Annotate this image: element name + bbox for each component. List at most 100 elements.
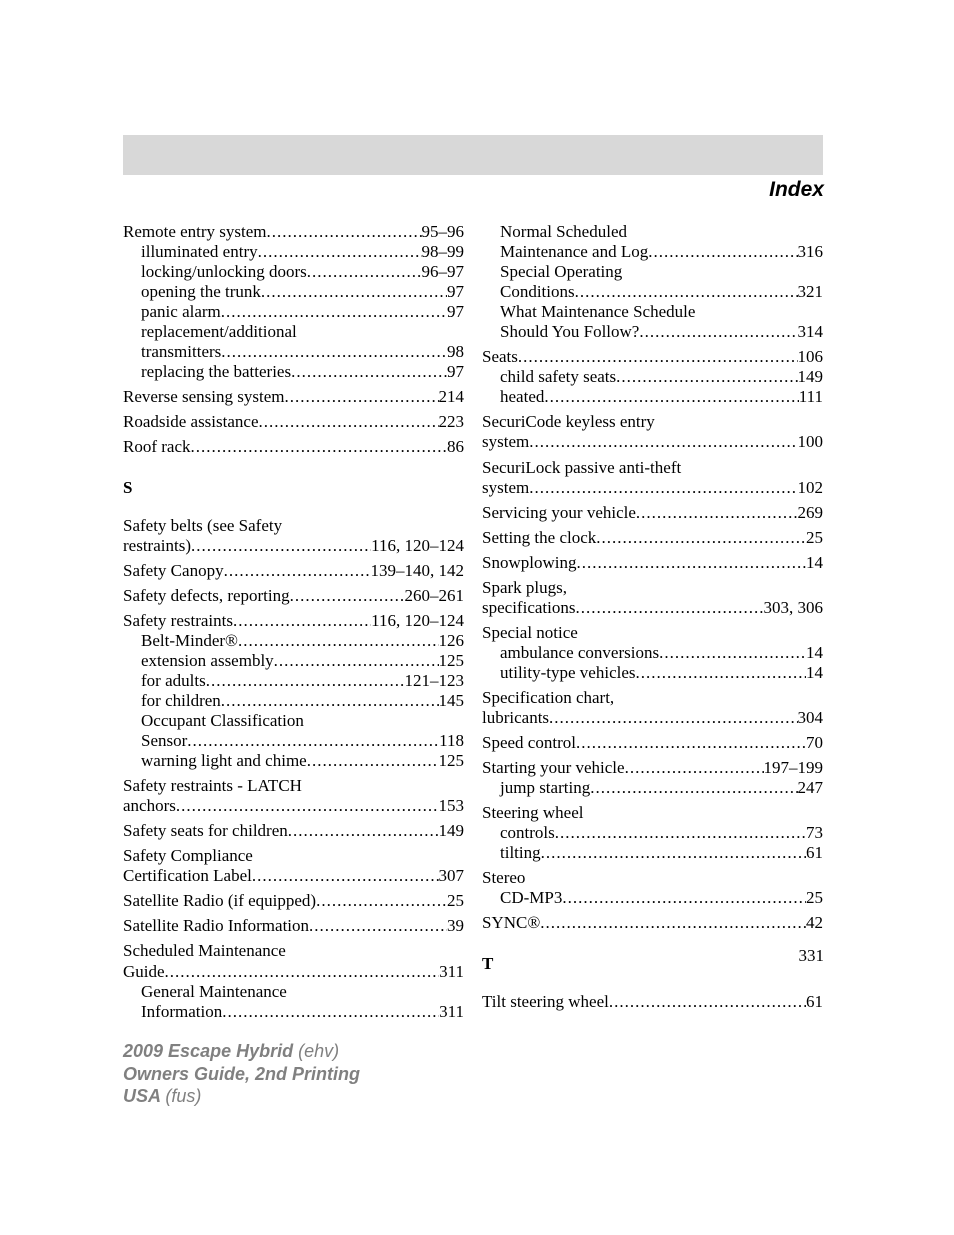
leader-dots: ........................................… [191,536,371,556]
index-line: Scheduled Maintenance [123,941,464,961]
index-line: General Maintenance [123,982,464,1002]
index-text: CD-MP3 [500,888,562,908]
leader-dots: ........................................… [609,992,806,1012]
index-line: specifications .........................… [482,598,823,618]
index-entry: Steering wheelcontrols .................… [482,803,823,863]
index-entry: Reverse sensing system .................… [123,387,464,407]
leader-dots: ........................................… [541,843,806,863]
index-line: Tilt steering wheel ....................… [482,992,823,1012]
index-line: Satellite Radio (if equipped) ..........… [123,891,464,911]
index-text: Steering wheel [482,803,584,823]
index-line: Reverse sensing system .................… [123,387,464,407]
index-text: Safety Compliance [123,846,253,866]
index-text: panic alarm [141,302,221,322]
index-line: system .................................… [482,478,823,498]
index-text: heated [500,387,544,407]
index-text: Spark plugs, [482,578,567,598]
index-text: extension assembly [141,651,274,671]
leader-dots: ........................................… [290,586,405,606]
leader-dots: ........................................… [576,553,806,573]
index-page: 25 [806,528,823,548]
index-text: Tilt steering wheel [482,992,609,1012]
index-text: SecuriCode keyless entry [482,412,655,432]
index-page: 100 [798,432,824,452]
index-entry: Snowplowing ............................… [482,553,823,573]
index-line: Sensor .................................… [123,731,464,751]
index-line: SecuriLock passive anti-theft [482,458,823,478]
leader-dots: ........................................… [616,367,797,387]
leader-dots: ........................................… [575,282,798,302]
index-text: Occupant Classification [141,711,304,731]
index-text: controls [500,823,555,843]
leader-dots: ........................................… [221,691,439,711]
index-text: Starting your vehicle [482,758,625,778]
footer-guide: Owners Guide, 2nd Printing [123,1063,360,1086]
index-page: 314 [798,322,824,342]
leader-dots: ........................................… [206,671,405,691]
index-text: for children [141,691,221,711]
index-text: warning light and chime [141,751,307,771]
index-page: 260–261 [405,586,465,606]
index-entry: SecuriCode keyless entrysystem .........… [482,412,823,452]
leader-dots: ........................................… [238,631,439,651]
index-text: anchors [123,796,176,816]
index-page: 247 [798,778,824,798]
index-line: illuminated entry ......................… [123,242,464,262]
leader-dots: ........................................… [191,437,447,457]
index-page: 98 [447,342,464,362]
index-page: 61 [806,992,823,1012]
index-line: ambulance conversions ..................… [482,643,823,663]
index-line: utility-type vehicles ..................… [482,663,823,683]
index-entry: Spark plugs,specifications .............… [482,578,823,618]
header-bar [123,135,823,175]
index-line: Certification Label ....................… [123,866,464,886]
index-page: 42 [806,913,823,933]
leader-dots: ........................................… [233,611,371,631]
index-page: 14 [806,663,823,683]
index-entry: Normal ScheduledMaintenance and Log ....… [482,222,823,342]
index-text: system [482,432,529,452]
index-line: Safety Compliance [123,846,464,866]
index-line: heated .................................… [482,387,823,407]
footer-model-code: (ehv) [298,1041,339,1061]
index-page: 102 [798,478,824,498]
index-text: replacement/additional [141,322,297,342]
index-page: 25 [806,888,823,908]
index-page: 98–99 [422,242,465,262]
index-line: Steering wheel [482,803,823,823]
index-entry: SecuriLock passive anti-theftsystem ....… [482,458,823,498]
index-text: specifications [482,598,575,618]
index-text: What Maintenance Schedule [500,302,695,322]
index-line: Servicing your vehicle .................… [482,503,823,523]
index-text: Safety restraints - LATCH [123,776,302,796]
index-text: Certification Label [123,866,252,886]
index-entry: Remote entry system ....................… [123,222,464,382]
leader-dots: ........................................… [187,731,439,751]
leader-dots: ........................................… [284,387,438,407]
index-page: 125 [439,651,465,671]
index-text: Safety defects, reporting [123,586,290,606]
leader-dots: ........................................… [252,866,439,886]
leader-dots: ........................................… [596,528,806,548]
index-entry: Starting your vehicle ..................… [482,758,823,798]
index-page: 307 [439,866,465,886]
index-line: Information ............................… [123,1002,464,1022]
index-text: restraints) [123,536,191,556]
index-page: 269 [798,503,824,523]
index-line: for children ...........................… [123,691,464,711]
leader-dots: ........................................… [291,362,447,382]
leader-dots: ........................................… [309,916,447,936]
leader-dots: ........................................… [575,598,763,618]
index-line: Belt-Minder® ...........................… [123,631,464,651]
leader-dots: ........................................… [258,242,422,262]
index-page: 97 [447,302,464,322]
index-line: Remote entry system ....................… [123,222,464,242]
index-text: Scheduled Maintenance [123,941,286,961]
index-line: Safety seats for children ..............… [123,821,464,841]
index-line: Guide ..................................… [123,962,464,982]
index-page: 39 [447,916,464,936]
index-line: anchors ................................… [123,796,464,816]
index-text: Sensor [141,731,187,751]
index-entry: Roadside assistance ....................… [123,412,464,432]
index-page: 316 [798,242,824,262]
